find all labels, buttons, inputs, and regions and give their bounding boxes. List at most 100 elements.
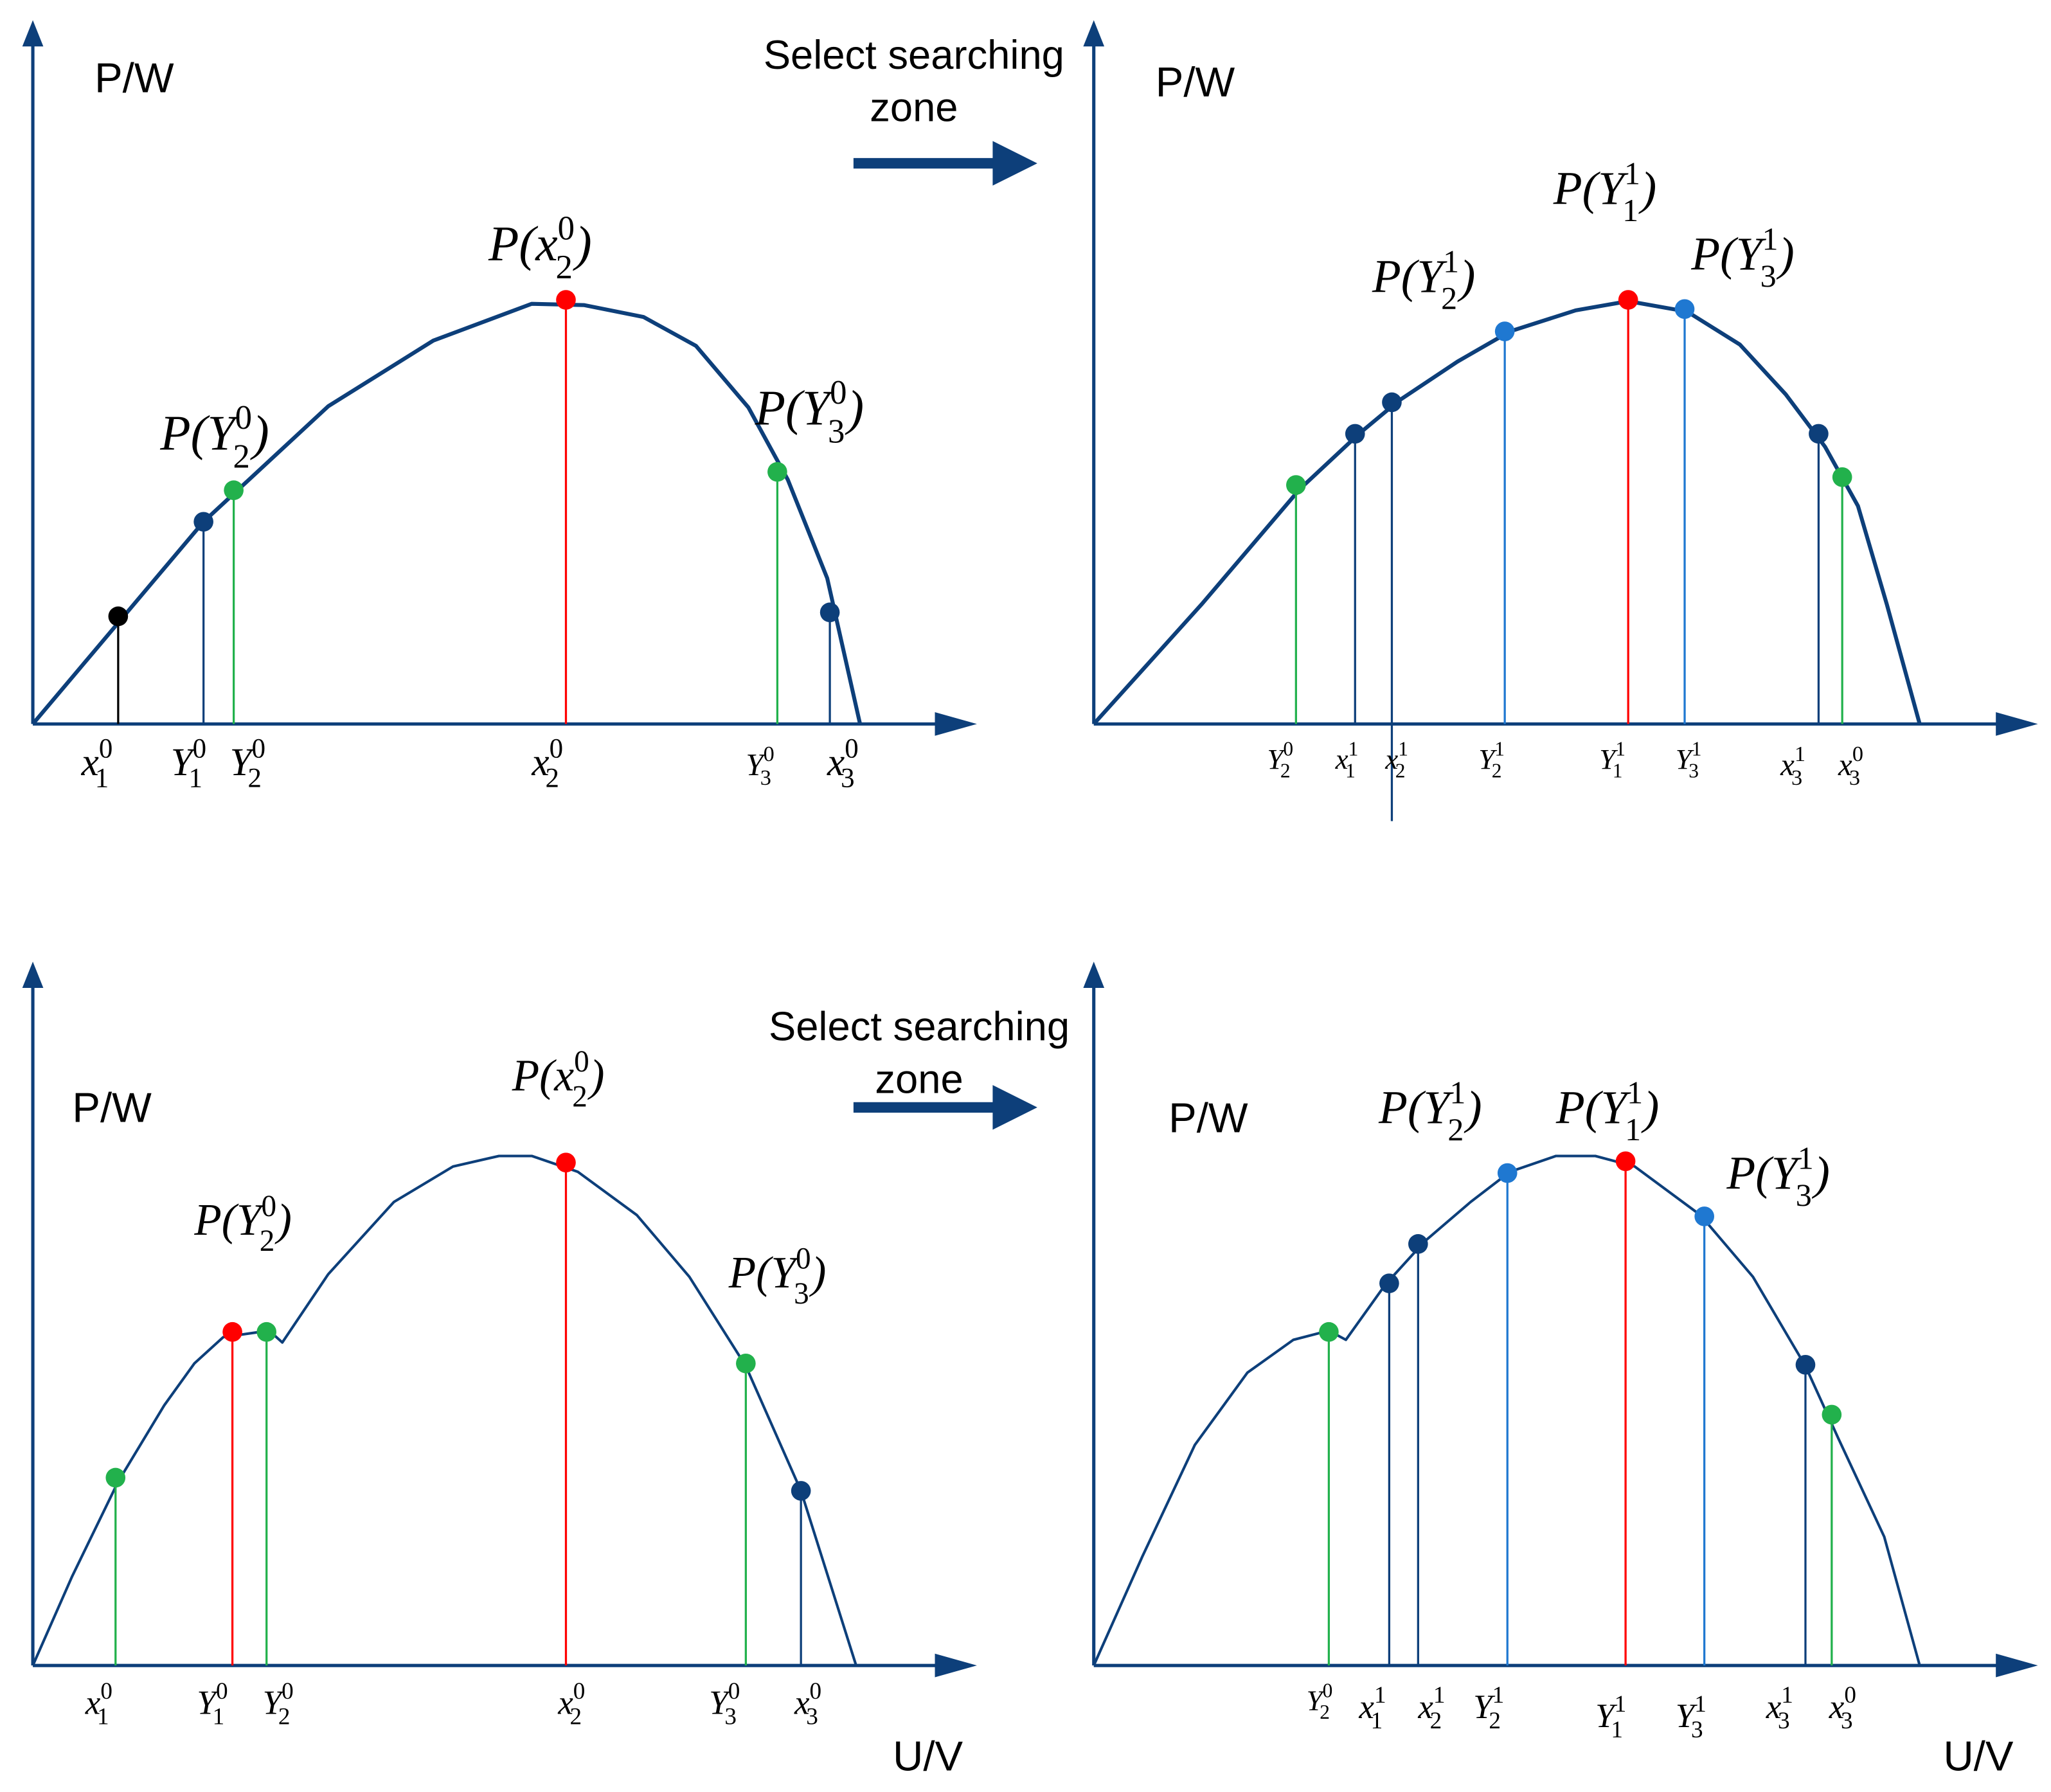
subscript: 2 — [278, 1704, 291, 1730]
x-tick-label: Y0 2 — [1267, 738, 1293, 782]
point-Y1-1: Y1 1 P(Y1 1) — [1555, 1075, 1660, 1744]
marker-dot — [736, 1353, 756, 1374]
point-Y2-0: Y0 2 — [1307, 1322, 1339, 1723]
subscript: 2 — [1489, 1708, 1501, 1734]
marker-dot — [224, 480, 244, 501]
bottom-select-zone: Select searching zone — [769, 1005, 1070, 1130]
superscript: 0 — [574, 1045, 589, 1079]
point-Y1-0: Y0 1 — [171, 512, 213, 793]
select-zone-label: Select searching — [769, 1005, 1070, 1050]
subscript: 2 — [1280, 759, 1291, 782]
point-Y3-1: Y1 3 P(Y1 3) — [1674, 221, 1795, 782]
marker-dot — [193, 512, 213, 532]
select-zone-label: Select searching — [764, 33, 1064, 78]
superscript: 1 — [1615, 1691, 1627, 1717]
x-tick-label: Y0 2 — [263, 1678, 294, 1730]
x-tick-label: Y1 3 — [1676, 1691, 1706, 1743]
x-tick-label: x0 3 — [1838, 742, 1863, 790]
subscript: 2 — [1395, 759, 1406, 782]
x-tick-label: x0 2 — [531, 733, 563, 793]
superscript: 0 — [1852, 742, 1863, 766]
power-label: P(Y1 2) — [1378, 1075, 1482, 1147]
superscript: 1 — [1762, 221, 1778, 257]
point-x2-0: x0 2 P(x0 2) — [488, 210, 592, 794]
point-x1-0: x0 1 — [85, 1467, 126, 1730]
x-tick-label: x0 3 — [1829, 1682, 1856, 1734]
subscript: 3 — [1691, 1717, 1703, 1743]
subscript: 1 — [189, 763, 202, 793]
marker-dot — [1809, 424, 1829, 444]
subscript: 2 — [545, 763, 559, 793]
y-axis-arrowhead — [1083, 962, 1105, 989]
point-Y3-1: Y1 3 P(Y1 3) — [1676, 1140, 1830, 1743]
power-label: P(Y1 3) — [1726, 1140, 1830, 1213]
x-tick-label: Y1 1 — [1595, 1691, 1626, 1743]
subscript: 1 — [1371, 1708, 1383, 1734]
point-x1-0: x0 1 — [81, 606, 129, 793]
point-Y2-0: Y0 2 — [1267, 475, 1306, 782]
x-axis-arrowhead — [935, 712, 977, 736]
x-tick-label: Y0 1 — [171, 733, 207, 793]
x-axis-label: U/V — [893, 1733, 963, 1780]
marker-dot — [108, 606, 129, 627]
subscript: 2 — [247, 763, 261, 793]
x-tick-label: Y0 2 — [1307, 1679, 1333, 1723]
superscript: 1 — [1492, 1682, 1505, 1708]
subscript: 3 — [806, 1704, 818, 1730]
point-x3-0: x0 3 — [1832, 467, 1863, 790]
point-Y2-1: Y1 2 P(Y1 2) — [1378, 1075, 1518, 1734]
y-axis-arrowhead — [1083, 20, 1105, 47]
superscript: 0 — [810, 1678, 822, 1705]
superscript: 1 — [1624, 156, 1640, 192]
subscript: 1 — [1611, 1717, 1623, 1743]
superscript: 0 — [558, 210, 575, 247]
marker-dot — [1694, 1206, 1714, 1226]
superscript: 1 — [1449, 1075, 1465, 1111]
superscript: 1 — [1781, 1682, 1793, 1708]
x-tick-label: Y0 3 — [709, 1678, 740, 1730]
superscript: 0 — [262, 1190, 277, 1223]
point-Y2-0: Y0 2 P(Y0 2) — [193, 1190, 293, 1730]
subscript: 3 — [841, 763, 854, 793]
point-x2-1: x1 2 — [1382, 392, 1408, 821]
marker-dot — [1674, 299, 1695, 319]
power-label: P(Y1 1) — [1553, 156, 1657, 228]
subscript: 3 — [1778, 1708, 1790, 1734]
superscript: 0 — [216, 1678, 228, 1705]
marker-dot — [222, 1322, 242, 1342]
subscript: 2 — [572, 1080, 587, 1113]
power-label: P(Y1 1) — [1555, 1075, 1660, 1147]
superscript: 0 — [252, 733, 265, 764]
subscript: 2 — [1441, 280, 1457, 316]
marker-dot — [1832, 467, 1852, 487]
marker-dot — [1618, 290, 1638, 310]
subscript: 1 — [95, 763, 109, 793]
x-tick-label: x1 1 — [1335, 738, 1359, 782]
superscript: 1 — [1398, 738, 1408, 760]
y-axis-arrowhead — [22, 962, 44, 989]
x-tick-label: x0 1 — [81, 733, 113, 793]
subscript: 3 — [1841, 1708, 1853, 1734]
point-Y2-1: Y1 2 P(Y1 2) — [1372, 243, 1515, 782]
power-label: P(Y0 2) — [159, 399, 269, 476]
subscript: 3 — [1688, 759, 1699, 782]
point-x3-1: x1 3 — [1766, 1354, 1816, 1734]
marker-dot — [767, 461, 787, 482]
x-axis-label: U/V — [1943, 1733, 2013, 1780]
x-tick-label: x0 2 — [557, 1678, 585, 1730]
marker-dot — [1615, 1151, 1636, 1171]
x-tick-label: Y0 2 — [230, 733, 266, 793]
superscript: 0 — [796, 1242, 811, 1276]
power-label: P(Y1 3) — [1690, 221, 1795, 294]
x-axis-arrowhead — [1996, 1653, 2038, 1678]
subscript: 3 — [794, 1277, 809, 1311]
marker-dot — [556, 290, 576, 310]
subscript: 1 — [1622, 192, 1638, 228]
marker-dot — [105, 1467, 126, 1488]
bottom-right-axes — [1083, 962, 2038, 1678]
power-label: P(x0 2) — [512, 1045, 605, 1113]
superscript: 1 — [1795, 742, 1805, 766]
x-tick-label: x0 1 — [85, 1678, 112, 1730]
marker-dot — [791, 1481, 811, 1501]
